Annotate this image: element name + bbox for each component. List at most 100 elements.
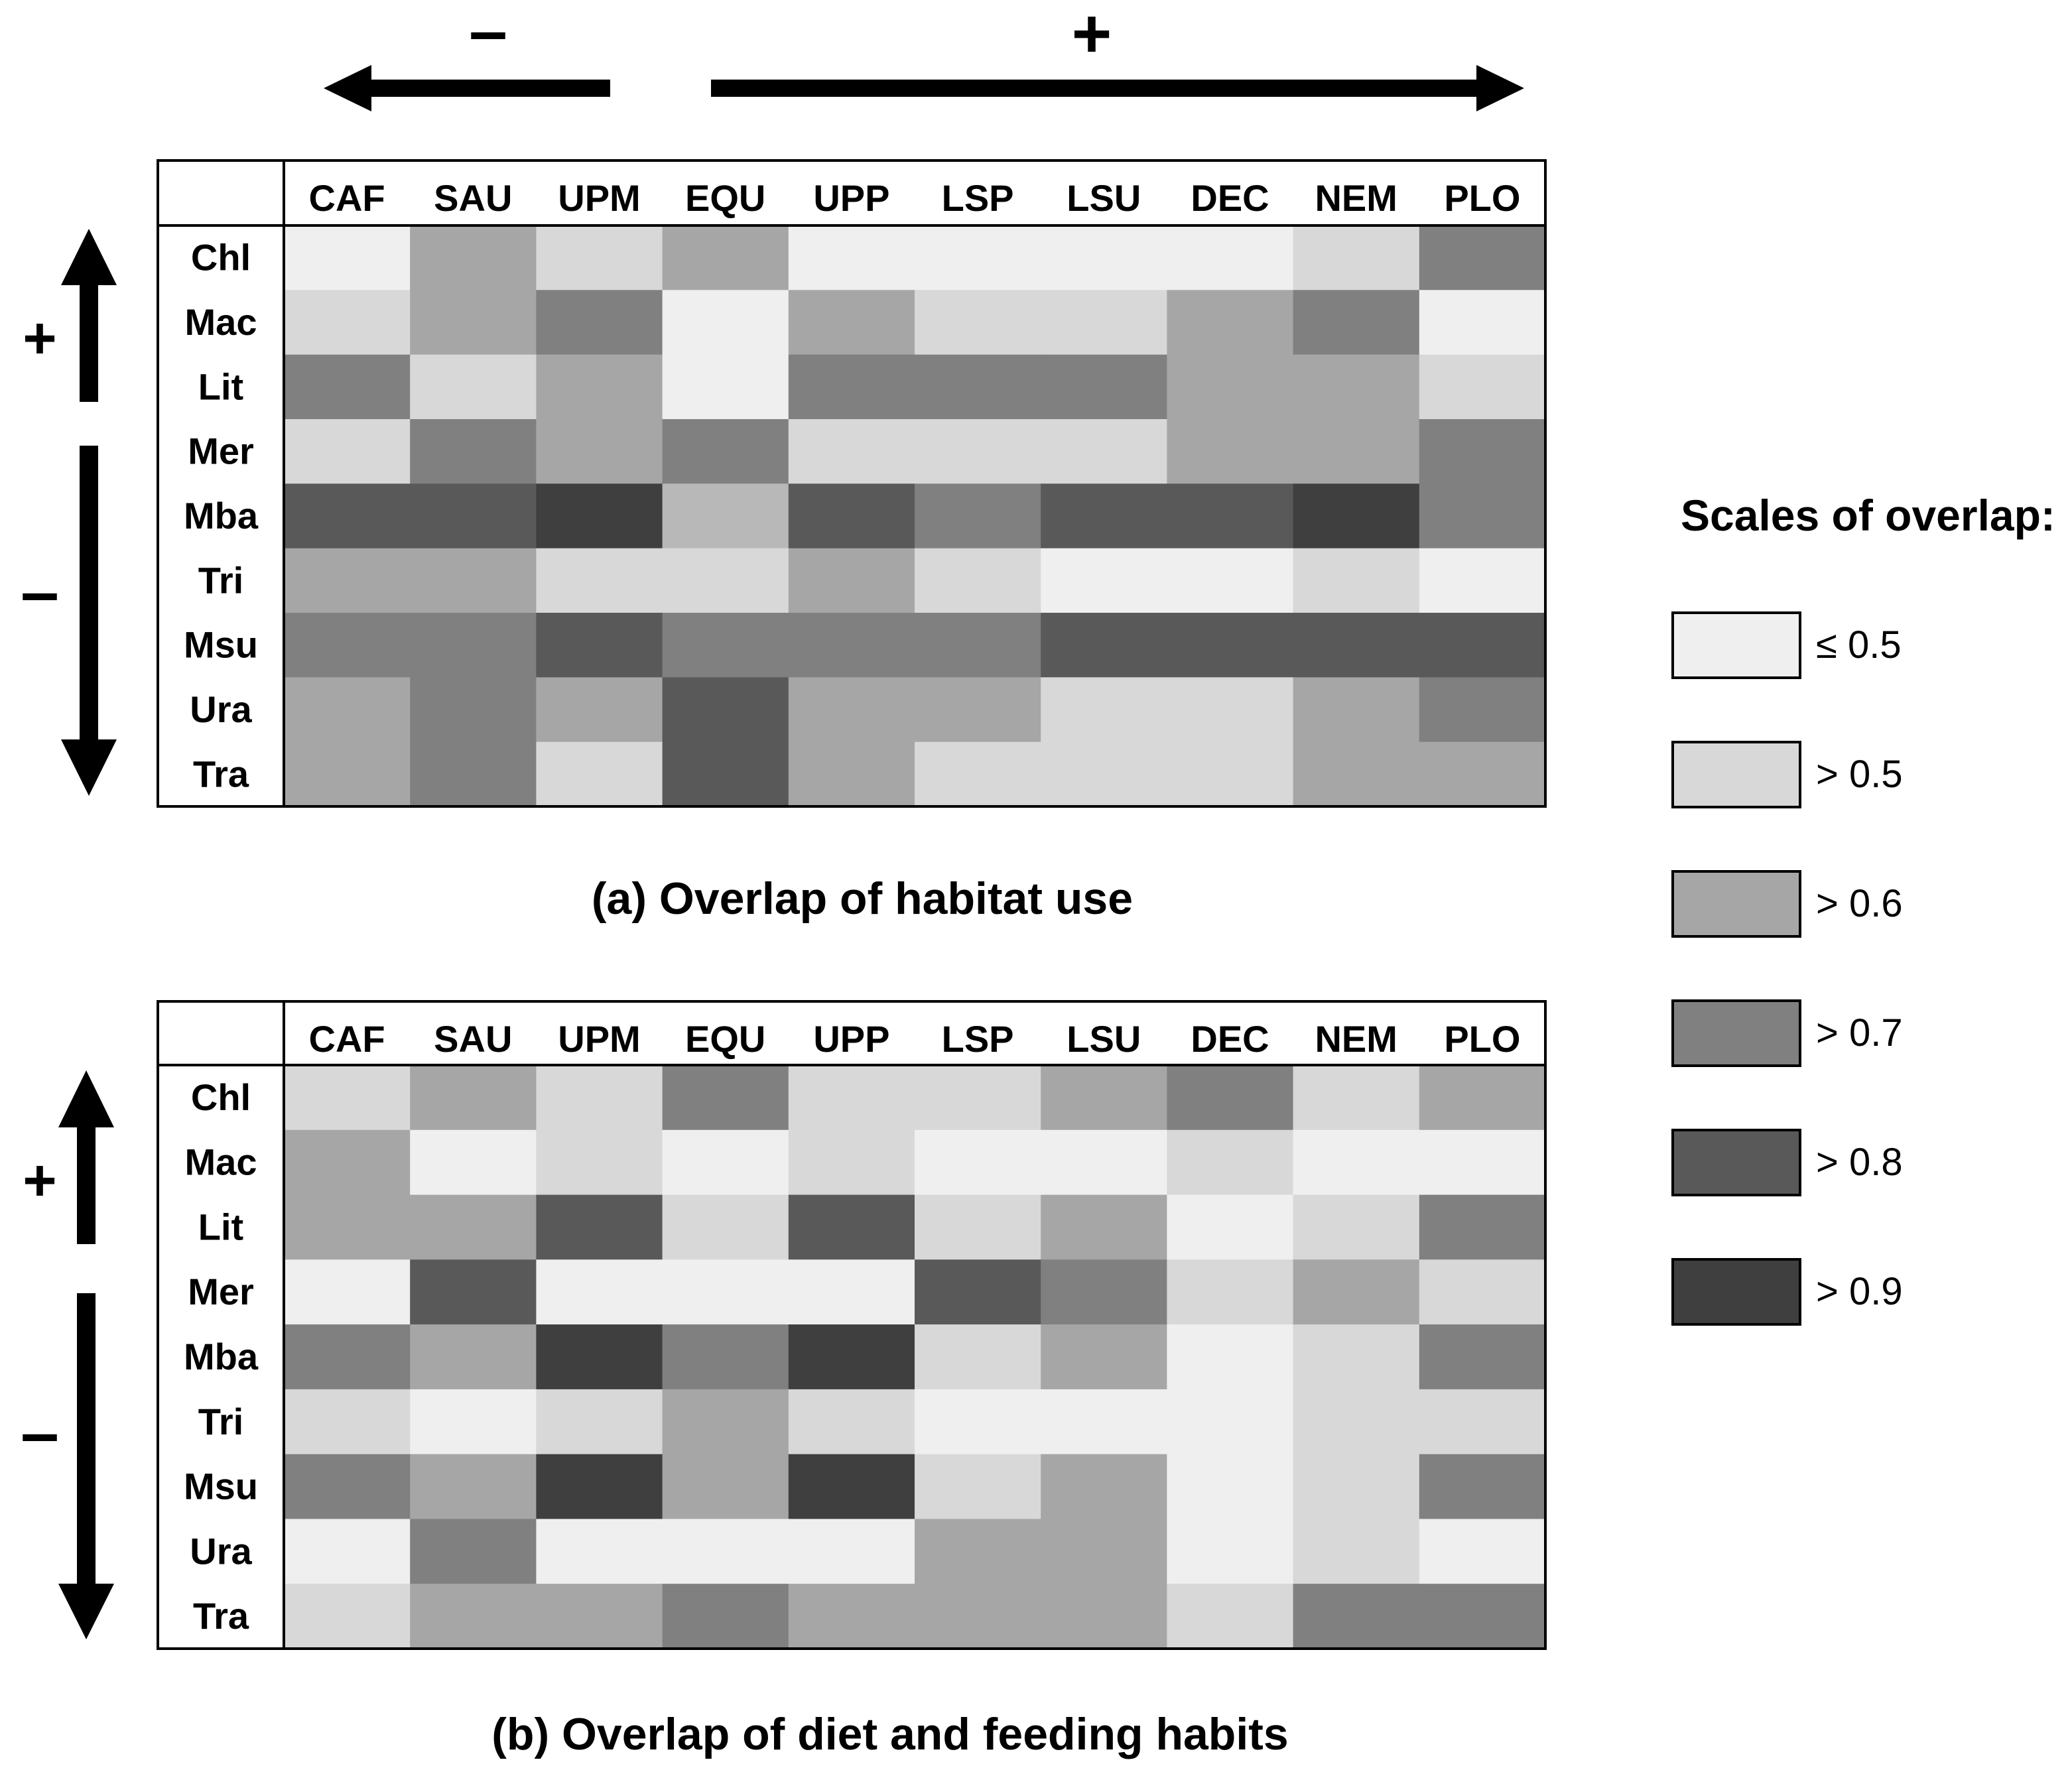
heatmap-b-cell-tra-upp: [788, 1584, 915, 1649]
heatmap-b-cell-ura-plo: [1419, 1519, 1546, 1584]
legend-label-5: > 0.9: [1816, 1270, 1903, 1313]
heatmap-a-cell-tri-plo: [1419, 548, 1546, 613]
heatmap-b-cell-mac-lsu: [1041, 1129, 1167, 1196]
heatmap-a-cell-ura-upp: [788, 677, 915, 743]
heatmap-a-cell-msu-lsp: [915, 613, 1041, 678]
heatmap-b-cell-mer-sau: [410, 1259, 537, 1325]
heatmap-b-cell-tra-lsu: [1041, 1584, 1167, 1649]
heatmap-b-cell-mac-upm: [536, 1129, 663, 1196]
heatmap-a-cell-ura-lsp: [915, 677, 1041, 743]
heatmap-b-cell-chl-caf: [284, 1065, 411, 1131]
heatmap-a-cell-tri-upp: [788, 548, 915, 613]
heatmap-a-cell-tri-sau: [410, 548, 537, 613]
heatmap-a-cell-ura-dec: [1167, 677, 1294, 743]
heatmap-b-cell-mer-equ: [662, 1259, 789, 1325]
heatmap-a-cell-mba-upp: [788, 483, 915, 549]
side-b-down-arrow-shaft: [77, 1293, 96, 1596]
legend-label-0: ≤ 0.5: [1816, 623, 1902, 666]
heatmap-a-row-label-tri: Tri: [198, 559, 243, 601]
legend-label-1: > 0.5: [1816, 753, 1903, 796]
heatmap-b-column-label-caf: CAF: [309, 1018, 385, 1060]
heatmap-b-cell-mba-caf: [284, 1324, 411, 1390]
side-b-down-arrow-head-icon: [58, 1584, 114, 1639]
heatmap-b-cell-msu-nem: [1293, 1454, 1420, 1520]
heatmap-b-cell-msu-plo: [1419, 1454, 1546, 1520]
heatmap-b-cell-msu-dec: [1167, 1454, 1294, 1520]
heatmap-b-column-label-upp: UPP: [813, 1018, 889, 1060]
heatmap-a-cell-mer-upp: [788, 419, 915, 484]
heatmap-a-cell-lit-lsp: [915, 354, 1041, 420]
heatmap-b-cell-mac-equ: [662, 1129, 789, 1196]
heatmap-a-cell-ura-nem: [1293, 677, 1420, 743]
heatmap-a-cell-mba-plo: [1419, 483, 1546, 549]
heatmap-b-cell-ura-lsu: [1041, 1519, 1167, 1584]
heatmap-b-row-label-chl: Chl: [191, 1076, 251, 1118]
heatmap-b-cell-msu-equ: [662, 1454, 789, 1520]
heatmap-b-cell-mac-nem: [1293, 1129, 1420, 1196]
heatmap-b-cell-tri-dec: [1167, 1389, 1294, 1455]
heatmap-a-row-label-ura: Ura: [190, 688, 252, 730]
heatmap-b-cell-mer-plo: [1419, 1259, 1546, 1325]
heatmap-a-cells: [284, 225, 1546, 807]
heatmap-a-row-label-lit: Lit: [198, 365, 243, 407]
heatmap-b-cell-ura-caf: [284, 1519, 411, 1584]
heatmap-b-row-label-mac: Mac: [185, 1141, 257, 1183]
heatmap-b-row-labels: Chl Mac Lit Mer Mba Tri Msu Ura Tra: [184, 1076, 259, 1637]
heatmap-a-column-label-equ: EQU: [685, 177, 765, 219]
panel-b: CAF SAU UPM EQU UPP LSP LSU DEC NEM PLO Chl Mac Lit…: [21, 1000, 1547, 1759]
heatmap-b-column-label-lsu: LSU: [1067, 1018, 1141, 1060]
heatmap-a-cell-lit-nem: [1293, 354, 1420, 420]
heatmap-a-cell-msu-dec: [1167, 613, 1294, 678]
heatmap-a-column-label-dec: DEC: [1191, 177, 1269, 219]
heatmap-b-cell-mba-sau: [410, 1324, 537, 1390]
top-right-arrow-shaft: [711, 80, 1480, 97]
heatmap-a-column-label-upm: UPM: [558, 177, 640, 219]
heatmap-b-cell-mba-upp: [788, 1324, 915, 1390]
heatmap-a-cell-ura-lsu: [1041, 677, 1167, 743]
heatmap-a-cell-msu-sau: [410, 613, 537, 678]
heatmap-b-cell-lit-lsu: [1041, 1194, 1167, 1260]
heatmap-b-cell-tra-plo: [1419, 1584, 1546, 1649]
heatmap-b-cell-mer-nem: [1293, 1259, 1420, 1325]
panel-b-title: (b) Overlap of diet and feeding habits: [491, 1709, 1288, 1759]
heatmap-a-cell-ura-caf: [284, 677, 411, 743]
heatmap-a-cell-msu-caf: [284, 613, 411, 678]
heatmap-a-cell-tra-plo: [1419, 741, 1546, 807]
heatmap-a-cell-mer-plo: [1419, 419, 1546, 484]
heatmap-a-cell-mer-nem: [1293, 419, 1420, 484]
heatmap-a-cell-mba-dec: [1167, 483, 1294, 549]
heatmap-b-cell-msu-upp: [788, 1454, 915, 1520]
heatmap-b-cell-chl-lsu: [1041, 1065, 1167, 1131]
legend-items: ≤ 0.5 > 0.5 > 0.6 > 0.7 > 0.8 > 0.9: [1671, 611, 1903, 1326]
top-left-arrow-head-icon: [324, 65, 371, 111]
heatmap-a-border: [157, 159, 1547, 808]
heatmap-a-cell-mac-lsu: [1041, 290, 1167, 355]
heatmap-b-column-label-equ: EQU: [685, 1018, 765, 1060]
heatmap-b-cell-mba-lsu: [1041, 1324, 1167, 1390]
legend-label-3: > 0.7: [1816, 1011, 1903, 1054]
heatmap-b-row-label-tra: Tra: [193, 1595, 249, 1637]
heatmap-b-cell-ura-upp: [788, 1519, 915, 1584]
heatmap-b-cell-mer-caf: [284, 1259, 411, 1325]
heatmap-a-column-label-sau: SAU: [434, 177, 512, 219]
heatmap-a-cell-mac-upm: [536, 290, 663, 355]
heatmap-a-cell-tri-dec: [1167, 548, 1294, 613]
heatmap-a-cell-msu-plo: [1419, 613, 1546, 678]
heatmap-a-cell-tra-caf: [284, 741, 411, 807]
heatmap-a-column-label-upp: UPP: [813, 177, 889, 219]
heatmap-b-cell-tri-upm: [536, 1389, 663, 1455]
heatmap-b-cell-chl-plo: [1419, 1065, 1546, 1131]
heatmap-a-cell-chl-caf: [284, 225, 411, 290]
side-b-up-arrow-head-icon: [58, 1070, 114, 1127]
heatmap-b-cell-msu-upm: [536, 1454, 663, 1520]
heatmap-a-cell-tri-lsu: [1041, 548, 1167, 613]
heatmap-a-cell-tra-equ: [662, 741, 789, 807]
heatmap-b-cell-mba-lsp: [915, 1324, 1041, 1390]
heatmap-b-cell-mba-nem: [1293, 1324, 1420, 1390]
panel-a: CAF SAU UPM EQU UPP LSP LSU DEC NEM PLO Chl Mac Lit…: [21, 159, 1547, 924]
heatmap-b-cell-ura-equ: [662, 1519, 789, 1584]
heatmap-b-cell-tra-upm: [536, 1584, 663, 1649]
heatmap-a-row-label-chl: Chl: [191, 237, 251, 279]
heatmap-b-column-label-lsp: LSP: [942, 1018, 1014, 1060]
heatmap-a-cell-tri-lsp: [915, 548, 1041, 613]
